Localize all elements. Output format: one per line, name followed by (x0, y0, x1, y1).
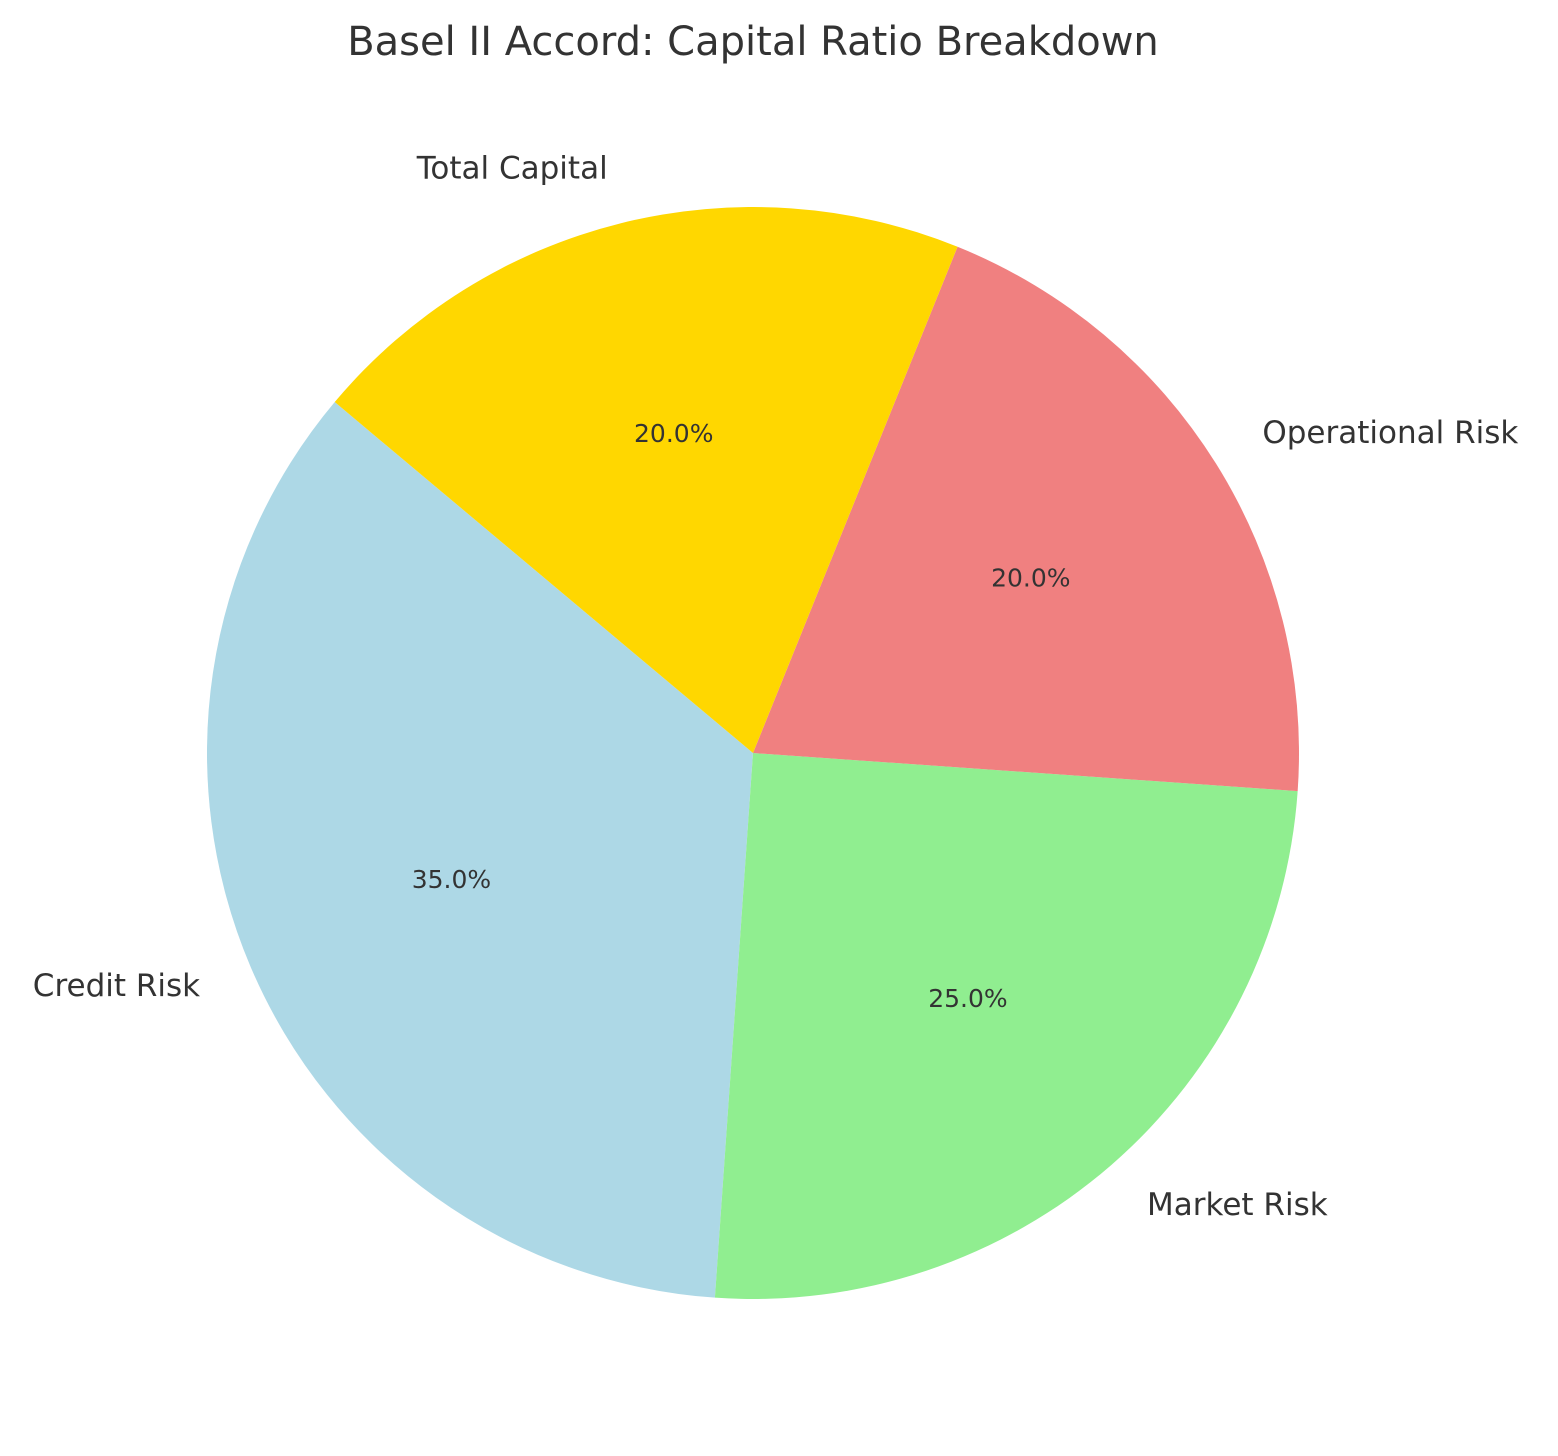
slice-percent-total-capital: 20.0% (634, 419, 713, 448)
pie-labels: Credit Risk 35.0% Market Risk 25.0% Operatio… (33, 151, 1519, 1223)
slice-label-market-risk: Market Risk (1147, 1187, 1328, 1223)
slice-percent-operational-risk: 20.0% (991, 563, 1070, 592)
slice-percent-credit-risk: 35.0% (412, 865, 491, 894)
slice-operational-risk (753, 246, 1299, 792)
slice-percent-market-risk: 25.0% (928, 984, 1007, 1013)
slice-total-capital (334, 206, 958, 753)
slice-label-credit-risk: Credit Risk (33, 968, 200, 1004)
slice-label-total-capital: Total Capital (416, 151, 608, 187)
pie-slices (206, 206, 1299, 1299)
slice-market-risk (714, 753, 1298, 1299)
chart-title: Basel II Accord: Capital Ratio Breakdown (347, 19, 1159, 65)
slice-credit-risk (206, 402, 753, 1298)
slice-label-operational-risk: Operational Risk (1262, 415, 1518, 451)
